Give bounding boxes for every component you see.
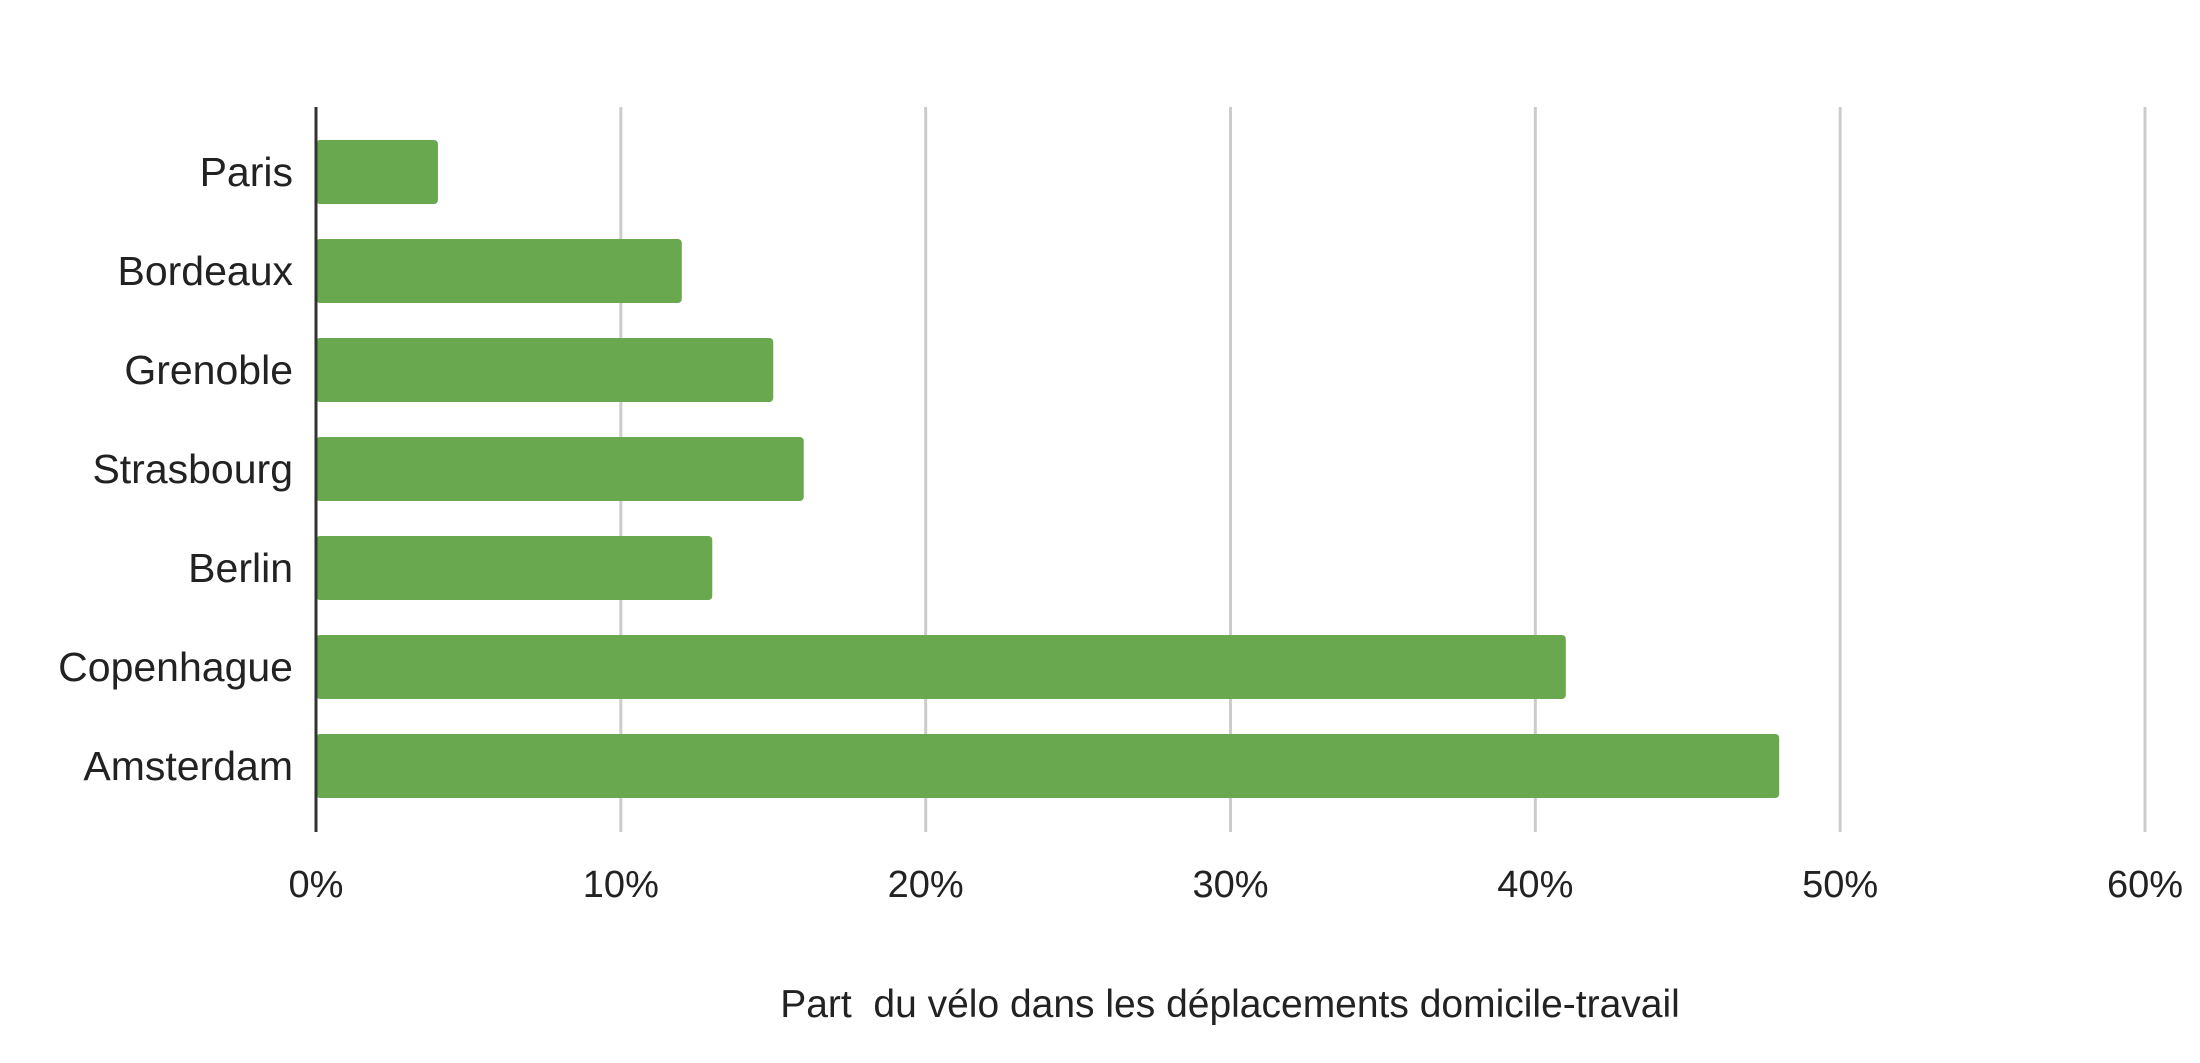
bar-strasbourg <box>316 437 804 501</box>
category-label: Berlin <box>188 545 293 591</box>
grid-lines <box>619 107 2147 832</box>
bar-amsterdam <box>316 734 1780 798</box>
x-tick-label: 10% <box>583 864 659 906</box>
x-tick-label: 60% <box>2107 864 2183 906</box>
category-label: Strasbourg <box>92 446 293 492</box>
bars <box>316 140 1780 798</box>
x-tick-label: 50% <box>1802 864 1878 906</box>
bar-bordeaux <box>316 239 682 303</box>
category-label: Paris <box>200 149 293 195</box>
category-label: Copenhague <box>58 644 293 690</box>
x-tick-label: 0% <box>289 864 344 906</box>
x-tick-label: 40% <box>1497 864 1573 906</box>
bar-copenhague <box>316 635 1566 699</box>
category-label: Grenoble <box>124 347 293 393</box>
bar-paris <box>316 140 438 204</box>
bar-berlin <box>316 536 713 600</box>
x-tick-label: 20% <box>888 864 964 906</box>
bar-grenoble <box>316 338 774 402</box>
x-tick-label: 30% <box>1192 864 1268 906</box>
x-tick-labels: 0% 10% 20% 30% 40% 50% 60% <box>289 864 2183 906</box>
category-label: Bordeaux <box>117 248 293 294</box>
x-axis-title: Part du vélo dans les déplacements domic… <box>780 983 1680 1026</box>
category-labels: Paris Bordeaux Grenoble Strasbourg Berlin Cop… <box>58 149 293 789</box>
category-label: Amsterdam <box>83 743 293 789</box>
